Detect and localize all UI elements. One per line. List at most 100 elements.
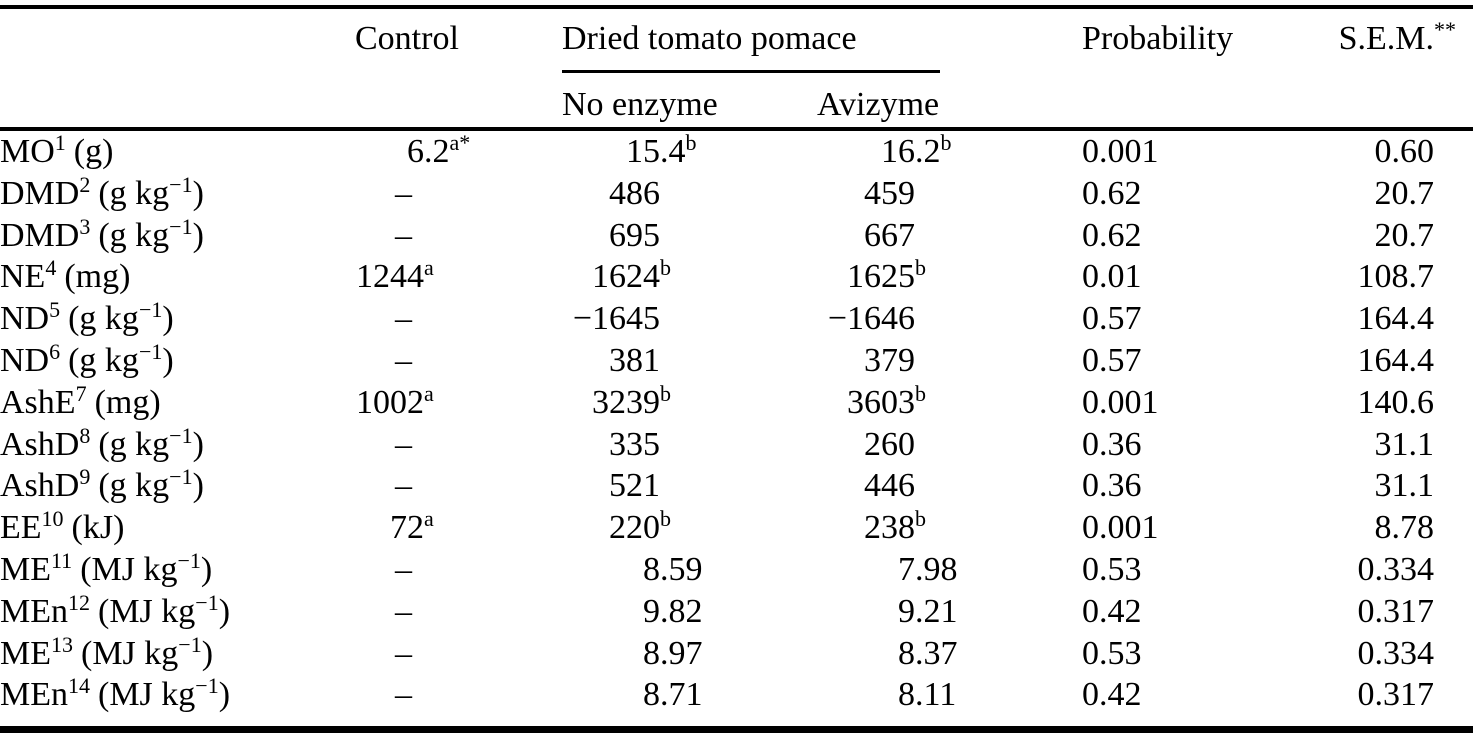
row-label-footnote-number: 4 <box>45 255 57 281</box>
row-label: ND6 (g kg−1) <box>0 338 345 382</box>
cell-probability: 0.42 <box>1082 676 1142 714</box>
cell-sem: 20.7 <box>1374 216 1435 254</box>
cell-sem: 0.334 <box>1357 550 1435 588</box>
cell-sem: 108.7 <box>1357 258 1435 296</box>
table-row: MEn12 (MJ kg−1) – 9.82 9.21 0.42 0.317 <box>0 589 1473 633</box>
cell-sem: 31.1 <box>1374 425 1435 463</box>
row-label-footnote-number: 10 <box>41 506 64 532</box>
sem-label: S.E.M. <box>1338 20 1434 57</box>
cell-significance-letter: a <box>424 255 434 281</box>
top-rule <box>0 5 1473 9</box>
row-label-unit-close: ) <box>192 216 204 254</box>
cell-value: 667 <box>864 216 915 254</box>
cell-avizyme: 238 b <box>660 506 926 549</box>
cell-value: 381 <box>609 341 660 379</box>
cell-no-enzyme: 521 <box>424 465 660 507</box>
cell-avizyme: 260 <box>660 424 915 466</box>
cell-control: – <box>345 633 424 675</box>
cell-value: 695 <box>609 216 660 254</box>
cell-avizyme: 379 <box>660 340 915 382</box>
row-label-unit-exponent: −1 <box>169 171 193 197</box>
table-row: MEn14 (MJ kg−1) – 8.71 8.11 0.42 0.317 <box>0 673 1473 716</box>
bottom-rule <box>0 726 1473 733</box>
row-label-unit: (g kg <box>98 216 170 254</box>
row-label-abbreviation: AshD <box>0 425 80 463</box>
table-row: DMD3 (g kg−1) – 695 667 0.62 20.7 <box>0 213 1473 257</box>
cell-sem: 8.78 <box>1374 509 1435 547</box>
row-label-footnote-number: 12 <box>68 589 90 615</box>
row-label-footnote-number: 3 <box>79 213 91 239</box>
row-label-abbreviation: MEn <box>0 676 68 714</box>
row-label: DMD2 (g kg−1) <box>0 171 345 215</box>
cell-value: 1244 <box>356 258 424 296</box>
cell-control: 6.2a* <box>345 130 470 173</box>
cell-decimal-part: .37 <box>915 634 958 672</box>
cell-value: 6 <box>407 133 424 170</box>
cell-value: 446 <box>864 467 915 505</box>
row-label-unit-close: ) <box>218 676 231 714</box>
row-label: ME11 (MJ kg−1) <box>0 548 345 591</box>
cell-probability: 0.001 <box>1082 509 1159 547</box>
cell-decimal-part: .97 <box>660 634 703 672</box>
cell-value: 16 <box>881 133 915 170</box>
cell-value: −1646 <box>827 300 915 338</box>
header-rule <box>0 127 1473 131</box>
cell-value: 1624 <box>592 258 660 296</box>
cell-no-enzyme: 335 <box>424 424 660 466</box>
cell-sem: 0.60 <box>1374 133 1435 170</box>
cell-sem: 20.7 <box>1374 174 1435 212</box>
cell-no-enzyme: 15.4b <box>424 130 697 173</box>
cell-no-enzyme: 695 <box>424 215 660 257</box>
cell-probability: 0.001 <box>1082 133 1159 170</box>
row-label: MEn14 (MJ kg−1) <box>0 673 345 716</box>
row-label: DMD3 (g kg−1) <box>0 213 345 257</box>
cell-probability: 0.57 <box>1082 341 1142 379</box>
table-row: ND5 (g kg−1) – −1645 −1646 0.57 164.4 <box>0 297 1473 340</box>
row-label-footnote-number: 9 <box>79 464 91 490</box>
cell-significance-letter: b <box>685 130 697 155</box>
cell-control: – <box>345 424 424 466</box>
cell-control: 1244a <box>345 255 434 298</box>
table-row: AshD9 (g kg−1) – 521 446 0.36 31.1 <box>0 464 1473 507</box>
row-label-unit: (mg) <box>94 383 161 421</box>
row-label-unit-close: ) <box>162 341 174 379</box>
cell-control: – <box>345 549 424 591</box>
cell-sem: 164.4 <box>1357 341 1435 379</box>
cell-no-enzyme: 9.82 <box>424 591 703 633</box>
cell-significance-letter: b <box>660 506 671 532</box>
cell-no-enzyme: 8.59 <box>424 549 703 591</box>
cell-value: 379 <box>864 341 915 379</box>
cell-decimal-part: .71 <box>660 676 703 714</box>
cell-decimal-part: .21 <box>915 592 958 630</box>
row-label-unit-close: ) <box>192 425 204 463</box>
cell-value: 3603 <box>847 383 915 421</box>
row-label-unit-exponent: −1 <box>138 338 163 364</box>
column-group-header-dried-tomato-pomace: Dried tomato pomace <box>562 20 857 57</box>
row-label: EE10 (kJ) <box>0 506 345 549</box>
row-label-unit-exponent: −1 <box>195 673 219 699</box>
cell-value: 238 <box>864 509 915 547</box>
row-label-footnote-number: 5 <box>49 297 61 323</box>
cell-sem: 0.334 <box>1357 634 1435 672</box>
row-label: ME13 (MJ kg−1) <box>0 632 345 675</box>
table-row: ND6 (g kg−1) – 381 379 0.57 164.4 <box>0 338 1473 382</box>
row-label-unit: (g kg <box>98 467 170 505</box>
cell-probability: 0.62 <box>1082 174 1142 212</box>
row-label-unit: (g kg <box>68 300 139 338</box>
cell-no-enzyme: 486 <box>424 173 660 215</box>
row-label-abbreviation: AshD <box>0 467 80 505</box>
cell-avizyme: 9.21 <box>660 591 958 633</box>
cell-value: – <box>395 550 412 588</box>
cell-significance-letter: a* <box>449 130 471 155</box>
cell-value: 459 <box>864 174 915 212</box>
column-header-avizyme: Avizyme <box>817 86 940 123</box>
cell-control: – <box>345 674 424 716</box>
cell-value: – <box>395 634 412 672</box>
cell-value: – <box>395 300 412 338</box>
cell-control: – <box>345 215 424 257</box>
row-label: ND5 (g kg−1) <box>0 297 345 340</box>
cell-no-enzyme: 381 <box>424 340 660 382</box>
cell-value: – <box>395 467 412 505</box>
row-label-unit-close: ) <box>192 174 204 212</box>
